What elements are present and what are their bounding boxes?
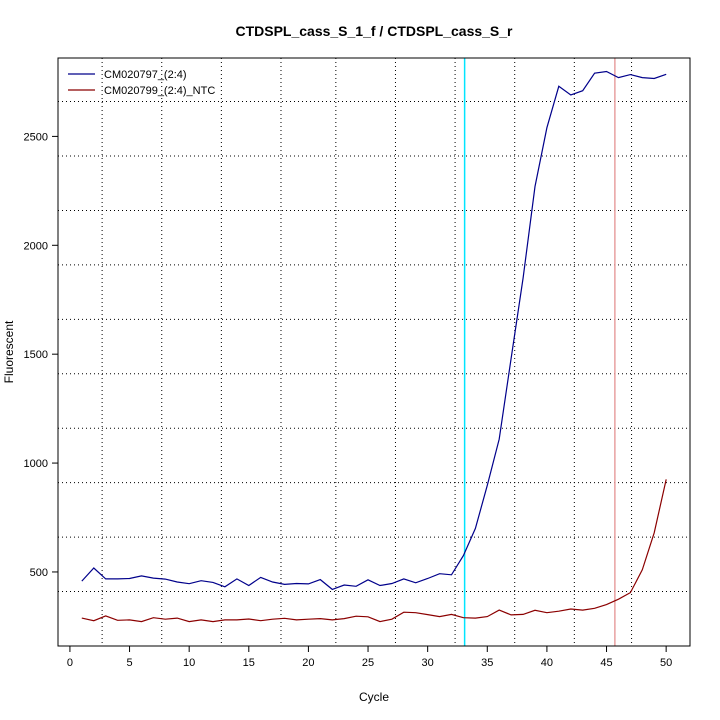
x-tick-label-7: 35	[481, 657, 493, 669]
y-tick-label-4: 2500	[24, 131, 48, 143]
y-tick-label-2: 1500	[24, 349, 48, 361]
x-axis: 0 5 10 15 20 25 30 35 40 45 50	[67, 646, 672, 669]
legend: CM020797_(2:4) CM020799_(2:4)_NTC	[68, 69, 215, 97]
x-tick-label-9: 45	[600, 657, 612, 669]
legend-label-0: CM020797_(2:4)	[104, 69, 187, 81]
series-line-0	[81, 70, 667, 591]
y-axis-label: Fluorescent	[2, 320, 16, 383]
marker-lines	[463, 58, 616, 646]
x-tick-label-6: 30	[422, 657, 434, 669]
y-tick-label-0: 500	[30, 567, 48, 579]
x-tick-label-10: 50	[660, 657, 672, 669]
x-tick-label-5: 25	[362, 657, 374, 669]
x-tick-label-2: 10	[183, 657, 195, 669]
series-line-1	[81, 479, 667, 623]
x-tick-label-0: 0	[67, 657, 73, 669]
grid	[58, 58, 690, 646]
y-tick-label-1: 1000	[24, 458, 48, 470]
x-tick-label-3: 15	[243, 657, 255, 669]
y-tick-label-3: 2000	[24, 240, 48, 252]
x-tick-label-4: 20	[302, 657, 314, 669]
x-axis-label: Cycle	[359, 690, 389, 704]
y-axis: 500 1000 1500 2000 2500	[24, 131, 58, 579]
legend-label-1: CM020799_(2:4)_NTC	[104, 85, 215, 97]
chart-title: CTDSPL_cass_S_1_f / CTDSPL_cass_S_r	[235, 23, 513, 39]
series-lines	[81, 70, 667, 623]
x-tick-label-1: 5	[126, 657, 132, 669]
plot-frame	[57, 57, 691, 647]
x-tick-label-8: 40	[541, 657, 553, 669]
